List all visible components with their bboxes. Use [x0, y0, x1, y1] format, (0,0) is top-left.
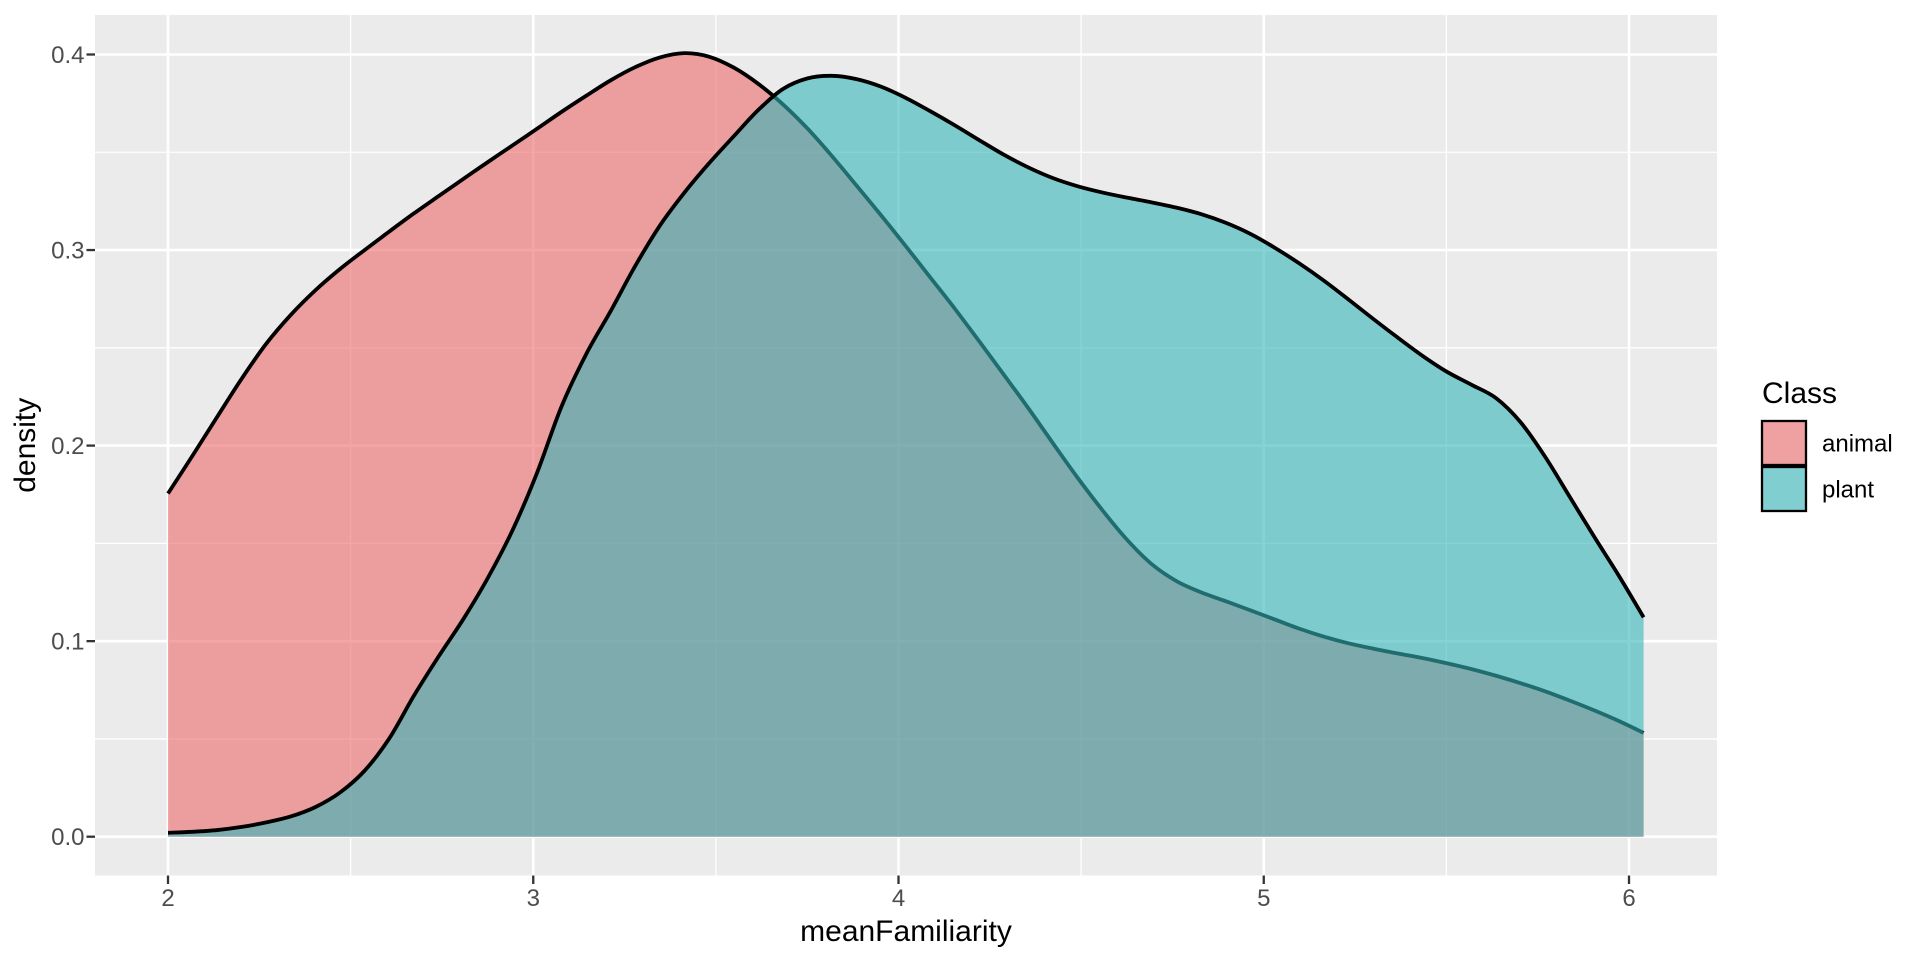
- legend-keys: [1760, 419, 1808, 513]
- y-tick-label: 0.0: [51, 824, 84, 851]
- x-axis-title: meanFamiliarity: [800, 915, 1012, 948]
- y-axis-title: density: [9, 398, 42, 493]
- legend-key-plant: [1760, 465, 1808, 513]
- legend-title: Class: [1762, 377, 1837, 410]
- y-tick-label: 0.4: [51, 42, 84, 69]
- x-tick-label: 5: [1257, 885, 1270, 912]
- axis-tick-labels: 2 3 4 5 6 0.0 0.1 0.2 0.3 0.4: [51, 42, 1636, 912]
- legend-key-animal: [1760, 419, 1808, 467]
- plant-density-area: [168, 75, 1644, 837]
- axis-ticks: [86, 53, 1631, 884]
- y-tick-label: 0.3: [51, 238, 84, 265]
- x-tick-label: 3: [527, 885, 540, 912]
- x-tick-label: 4: [892, 885, 905, 912]
- legend: Class animal plant: [1760, 377, 1893, 513]
- legend-label-plant: plant: [1822, 477, 1874, 504]
- y-tick-label: 0.2: [51, 433, 84, 460]
- x-tick-label: 6: [1622, 885, 1635, 912]
- x-tick-label: 2: [161, 885, 174, 912]
- y-tick-label: 0.1: [51, 629, 84, 656]
- plant-density-curve: [167, 73, 1646, 835]
- density-areas: [166, 51, 1646, 837]
- legend-label-animal: animal: [1822, 431, 1893, 458]
